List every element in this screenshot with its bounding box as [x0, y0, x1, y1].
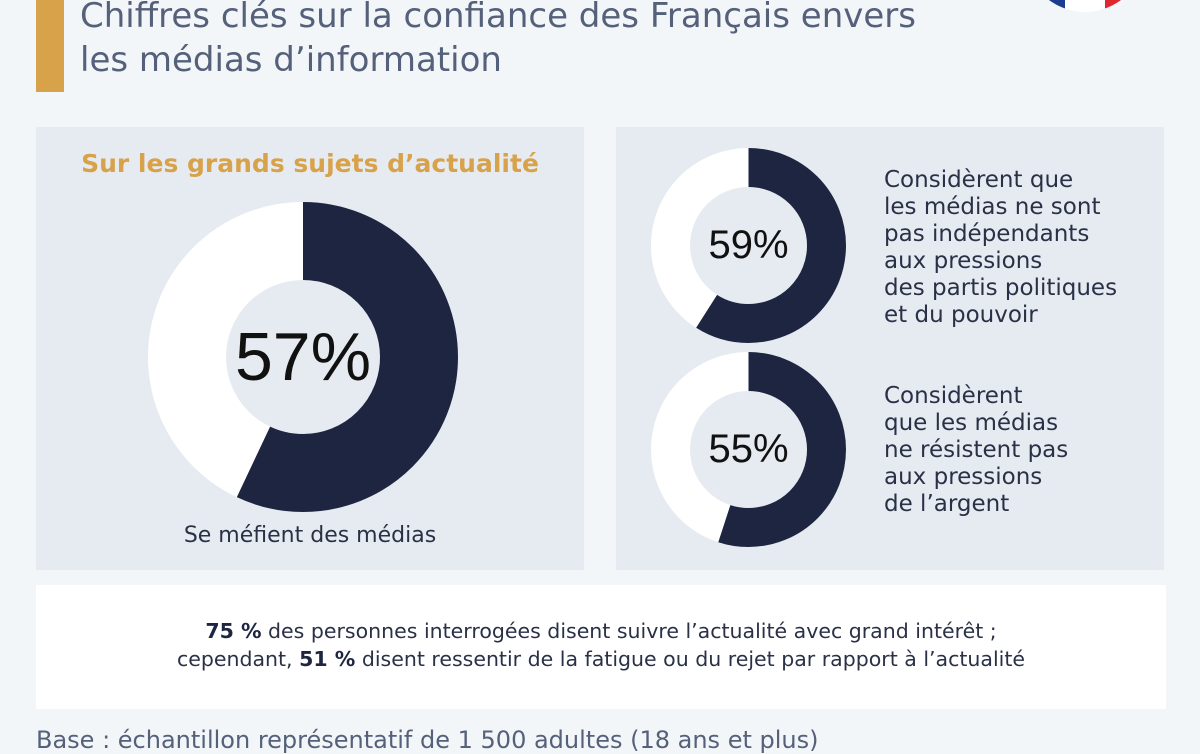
note-text: disent ressentir de la fatigue ou du rej… [355, 647, 1026, 671]
donut-svg [148, 202, 458, 512]
statement-line: que les médias [884, 410, 1059, 436]
donut-value-55: 55% [708, 427, 789, 471]
statement-line: et du pouvoir [884, 302, 1038, 328]
statement-line: aux pressions [884, 248, 1043, 274]
statement-line: ne résistent pas [884, 437, 1069, 463]
statement-line: Considèrent [884, 383, 1023, 409]
statement-line: aux pressions [884, 464, 1043, 490]
donut-chart-57: 57% [148, 202, 458, 512]
title-line-1: Chiffres clés sur la confiance des Franç… [80, 0, 916, 36]
note-line-1: 75 % des personnes interrogées disent su… [36, 619, 1166, 643]
page-title: Chiffres clés sur la confiance des Franç… [80, 0, 1040, 82]
donut-value-59: 59% [708, 223, 789, 267]
panel-media-distrust: Sur les grands sujets d’actualité 57% Se… [36, 127, 584, 570]
donut-chart-55: 55% [650, 351, 847, 548]
title-line-2: les médias d’information [80, 40, 502, 80]
panel-pressure: 59% Considèrent que les médias ne sont p… [616, 127, 1164, 570]
note-text: des personnes interrogées disent suivre … [261, 619, 997, 643]
note-stat-75: 75 % [205, 619, 262, 643]
statement-line: de l’argent [884, 491, 1010, 517]
accent-bar [36, 0, 64, 92]
statement-line: les médias ne sont [884, 194, 1101, 220]
note-text: cependant, [176, 647, 300, 671]
statement-line: des partis politiques [884, 275, 1118, 301]
statement-line: Considèrent que [884, 167, 1074, 193]
donut-chart-59: 59% [650, 147, 847, 344]
statement-independence: Considèrent que les médias ne sont pas i… [884, 167, 1117, 329]
statement-line: pas indépendants [884, 221, 1090, 247]
donut-arc-57 [148, 202, 458, 512]
france-flag-icon [1030, 0, 1140, 24]
donut-arc-55 [651, 352, 846, 547]
donut-svg-55 [651, 352, 846, 547]
panel-heading: Sur les grands sujets d’actualité [81, 149, 539, 178]
note-box: 75 % des personnes interrogées disent su… [36, 585, 1166, 709]
donut-svg-59 [651, 148, 846, 343]
donut-value-57: 57% [234, 319, 372, 395]
note-stat-51: 51 % [299, 647, 356, 671]
donut-arc-59 [651, 148, 846, 343]
note-line-2: cependant, 51 % disent ressentir de la f… [36, 647, 1166, 671]
donut-caption: Se méfient des médias [183, 523, 437, 548]
statement-money: Considèrent que les médias ne résistent … [884, 383, 1068, 518]
footnote: Base : échantillon représentatif de 1 50… [36, 726, 819, 754]
